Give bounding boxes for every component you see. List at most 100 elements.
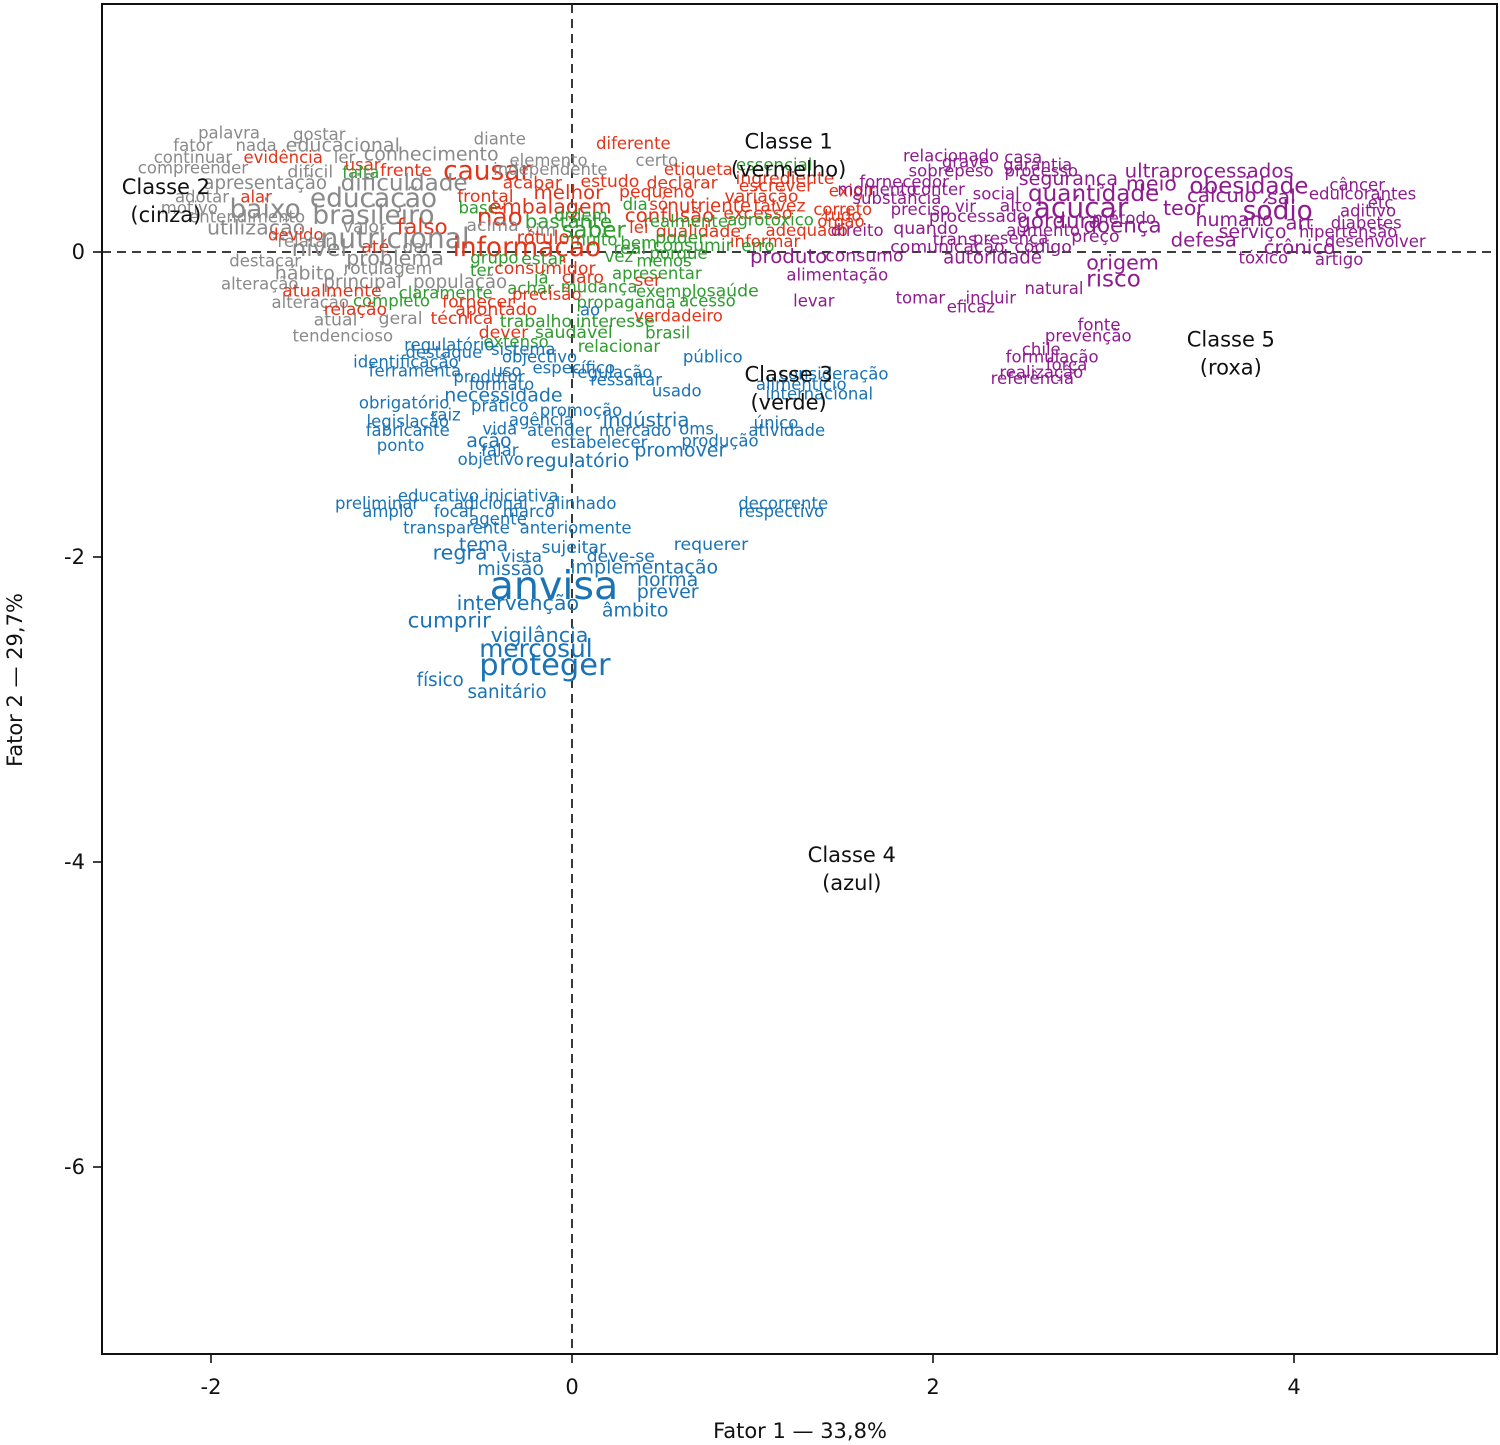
word-label: ordem [554, 206, 607, 225]
class-annotation: Classe 1 (vermelho) [731, 129, 846, 181]
word-label: nutricional [320, 222, 469, 255]
word-label: tendencioso [292, 326, 393, 345]
word-label: autoridade [943, 248, 1042, 269]
word-label: educativo [398, 487, 479, 506]
word-label: produtor [453, 368, 524, 387]
word-label: diante [474, 130, 526, 149]
word-label: dia [623, 195, 648, 214]
word-label: dificuldade [341, 170, 468, 196]
word-label: método [1093, 209, 1156, 228]
word-label: diferente [596, 134, 671, 153]
word-label: vida [482, 419, 517, 438]
x-tick-label: 2 [926, 1375, 939, 1399]
word-label: exigir [829, 182, 875, 201]
word-label: identificação [353, 352, 459, 371]
x-axis-ticks: -2 0 2 4 [201, 1354, 1301, 1399]
class-annotation: Classe 4 (azul) [808, 843, 896, 895]
word-label: destacar [229, 252, 301, 271]
word-label: ter [470, 261, 494, 280]
word-label: câncer [1329, 175, 1385, 194]
word-label: independente [493, 160, 607, 179]
word-label: intervenção [457, 591, 579, 615]
word-label: adotar [175, 188, 229, 207]
word-label: geral [378, 309, 422, 329]
word-label: saudável [535, 323, 613, 343]
word-label: evidência [244, 148, 323, 167]
word-label: cálculo [1187, 184, 1257, 207]
word-label: relação [324, 300, 387, 320]
word-label: obrigatório [359, 393, 450, 412]
word-label: usado [652, 381, 702, 400]
word-label: agência [509, 410, 574, 429]
word-label: trabalho [500, 312, 572, 332]
word-label: valor [343, 218, 387, 238]
word-label: transparente [403, 519, 510, 538]
y-tick-label: -2 [64, 545, 85, 569]
word-label: alimentação [786, 265, 888, 284]
word-label: realização [999, 363, 1083, 382]
word-label: mercado [599, 421, 671, 440]
class-annotation: Classe 5 (roxa) [1187, 328, 1275, 380]
word-label: casa [1004, 148, 1042, 167]
word-label: uso [492, 361, 521, 380]
word-label: fator [173, 136, 212, 155]
word-label: chile [1022, 340, 1061, 359]
word-label: qualidade [656, 222, 741, 242]
x-tick-label: 0 [565, 1375, 578, 1399]
word-label: norma [637, 569, 698, 591]
class-name: Classe 3 [744, 363, 832, 387]
word-label: sujeitar [541, 538, 607, 558]
word-label: bastante [525, 210, 612, 233]
word-label: físico [417, 670, 464, 691]
word-label: incluir [965, 288, 1016, 307]
word-label: aditivo [1340, 201, 1396, 220]
word-label: indústria [603, 408, 690, 431]
word-label: ultraprocessados [1125, 160, 1294, 183]
word-label: saber [561, 218, 626, 244]
word-label: técnica [431, 309, 494, 329]
word-label: grupo [470, 249, 518, 268]
word-label: tema [459, 534, 508, 556]
word-label: trans [932, 230, 976, 250]
word-label: respectivo [738, 502, 824, 521]
word-label: fornecer [442, 292, 515, 312]
plot-frame [101, 3, 1498, 1355]
word-label: sistema [491, 340, 556, 359]
word-label: extenso [483, 332, 548, 351]
word-label: até [361, 237, 389, 257]
word-label: educação [310, 183, 437, 214]
class-name: Classe 5 [1187, 328, 1275, 352]
word-label: ferramenta [369, 361, 462, 380]
word-label: etc [1368, 194, 1394, 213]
word-label: fabricante [366, 421, 450, 440]
word-label: cumprir [408, 609, 491, 634]
word-label: difícil [287, 163, 333, 183]
word-label: requerer [674, 535, 749, 555]
word-label: prevenção [1045, 326, 1132, 345]
word-label: sanitário [467, 682, 546, 703]
word-label: origem [1086, 251, 1159, 275]
word-label: comunicação [890, 237, 1004, 257]
word-label: presença [973, 229, 1048, 248]
class-name: Classe 1 [744, 129, 832, 153]
word-label: consumir [653, 236, 734, 256]
word-label: quantidade [1028, 181, 1159, 207]
word-label: grave [942, 153, 989, 172]
word-label: realmente [643, 212, 728, 231]
word-label: principal [323, 272, 401, 293]
word-label: promover [634, 439, 726, 461]
word-label: informação [453, 232, 602, 263]
word-label: processado [929, 207, 1028, 227]
word-label: utilização [207, 216, 305, 240]
word-label: regulatório [525, 450, 629, 472]
word-label: atual [314, 311, 358, 331]
word-label: excesso [723, 204, 792, 224]
word-label: decorrente [738, 494, 828, 513]
word-label: social [973, 185, 1020, 204]
class-annotation: Classe 2 (cinza) [122, 175, 210, 227]
word-label: específico [533, 358, 616, 377]
word-label: relacionar [578, 337, 661, 356]
word-label: processo [1005, 162, 1079, 181]
word-label: frontal [457, 187, 514, 207]
word-label: continuar [154, 148, 233, 167]
